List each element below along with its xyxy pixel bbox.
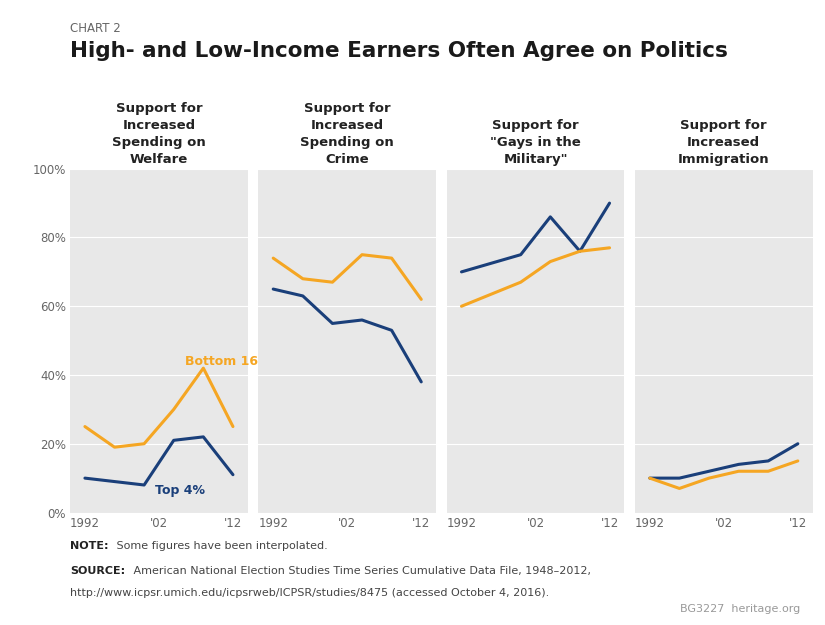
Text: Support for
"Gays in the
Military": Support for "Gays in the Military": [490, 119, 581, 166]
Text: SOURCE:: SOURCE:: [70, 566, 125, 576]
Text: Support for
Increased
Immigration: Support for Increased Immigration: [678, 119, 770, 166]
Text: Top 4%: Top 4%: [155, 484, 205, 497]
Text: Support for
Increased
Spending on
Crime: Support for Increased Spending on Crime: [300, 102, 394, 166]
Text: High- and Low-Income Earners Often Agree on Politics: High- and Low-Income Earners Often Agree…: [70, 41, 728, 61]
Text: http://www.icpsr.umich.edu/icpsrweb/ICPSR/studies/8475 (accessed October 4, 2016: http://www.icpsr.umich.edu/icpsrweb/ICPS…: [70, 588, 549, 598]
Text: Some figures have been interpolated.: Some figures have been interpolated.: [113, 541, 328, 551]
Text: BG3227  heritage.org: BG3227 heritage.org: [680, 604, 800, 614]
Text: Bottom 16%: Bottom 16%: [185, 355, 271, 367]
Text: NOTE:: NOTE:: [70, 541, 109, 551]
Text: CHART 2: CHART 2: [70, 22, 121, 35]
Text: American National Election Studies Time Series Cumulative Data File, 1948–2012,: American National Election Studies Time …: [130, 566, 591, 576]
Text: Support for
Increased
Spending on
Welfare: Support for Increased Spending on Welfar…: [112, 102, 205, 166]
